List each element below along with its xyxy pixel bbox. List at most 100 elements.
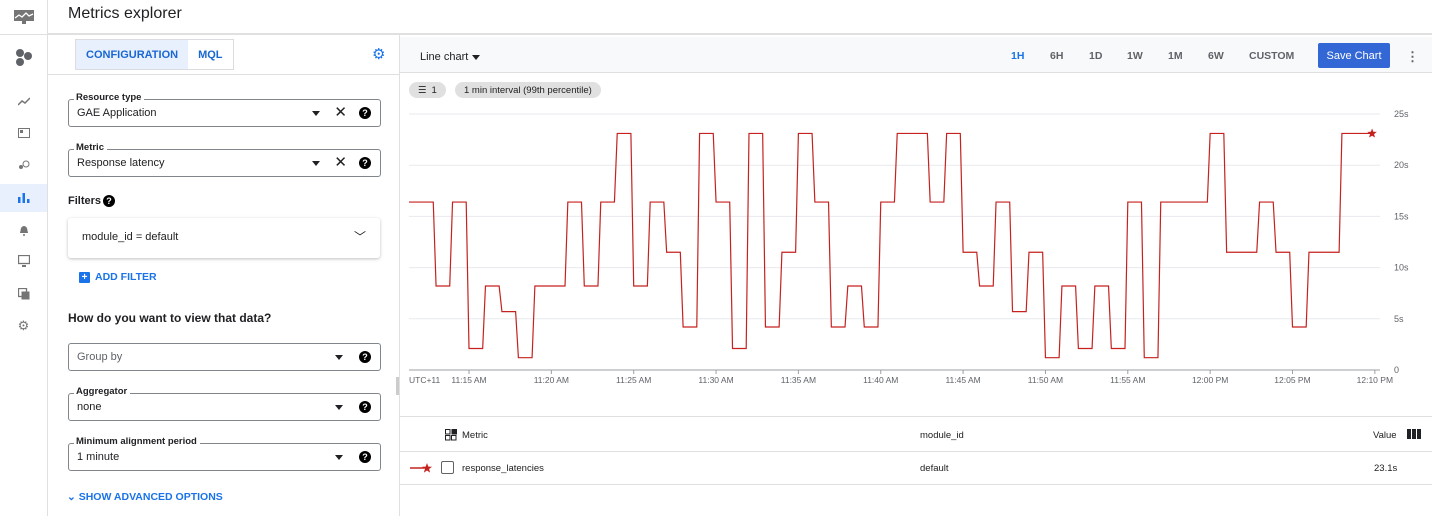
chart-type-value: Line chart	[420, 51, 469, 63]
latest-value-star-marker	[1367, 128, 1377, 138]
x-tick-label: 11:45 AM	[945, 375, 980, 385]
alignment-period-select[interactable]: Minimum alignment period 1 minute ?	[68, 436, 381, 471]
alerting-icon[interactable]	[0, 216, 47, 244]
help-icon[interactable]: ?	[359, 107, 371, 119]
services-icon[interactable]	[0, 151, 47, 179]
chevron-down-icon: ⌄	[67, 491, 79, 503]
help-icon[interactable]: ?	[359, 401, 371, 413]
alignment-period-value: 1 minute	[77, 451, 120, 463]
dropdown-arrow-icon[interactable]	[312, 161, 320, 166]
uptime-checks-icon[interactable]	[0, 247, 47, 275]
header: Metrics explorer	[48, 0, 1432, 35]
y-tick-label: 5s	[1394, 314, 1404, 324]
column-select-icon[interactable]	[445, 429, 457, 441]
group-by-placeholder: Group by	[77, 351, 123, 363]
range-1d[interactable]: 1D	[1089, 50, 1103, 62]
dropdown-arrow-icon	[472, 54, 481, 60]
gear-icon[interactable]: ⚙	[372, 46, 386, 63]
overview-icon[interactable]	[0, 88, 47, 116]
chart-type-select[interactable]: Line chart	[420, 51, 481, 63]
metric-label: Metric	[74, 142, 107, 153]
clear-icon[interactable]: ✕	[334, 154, 347, 171]
add-filter-label: ADD FILTER	[95, 271, 157, 283]
columns-icon[interactable]	[1407, 429, 1421, 439]
filter-count-chip[interactable]: ☰ 1	[409, 82, 446, 98]
resource-type-select[interactable]: Resource type GAE Application ✕ ?	[68, 92, 381, 127]
x-tick-label: 12:10 PM	[1357, 375, 1393, 385]
add-filter-button[interactable]: + ADD FILTER	[79, 271, 157, 283]
range-6h[interactable]: 6H	[1050, 50, 1064, 62]
dropdown-arrow-icon[interactable]	[335, 455, 343, 460]
plus-icon: +	[79, 271, 90, 283]
interval-chip[interactable]: 1 min interval (99th percentile)	[455, 82, 601, 98]
chart-panel: Line chart 1H 6H 1D 1W 1M 6W CUSTOM Save…	[400, 35, 1432, 516]
aggregator-label: Aggregator	[74, 386, 131, 397]
metric-select[interactable]: Metric Response latency ✕ ?	[68, 142, 381, 177]
settings-icon[interactable]: ⚙	[17, 318, 30, 333]
row-checkbox[interactable]	[441, 461, 454, 474]
mode-tabs: CONFIGURATION MQL	[75, 39, 234, 70]
resource-type-value: GAE Application	[77, 107, 157, 119]
x-tick-label: 11:30 AM	[698, 375, 733, 385]
more-vert-icon[interactable]: ⋮	[1406, 49, 1419, 64]
y-tick-label: 15s	[1394, 211, 1409, 221]
x-tick-label: 11:25 AM	[616, 375, 651, 385]
aggregator-select[interactable]: Aggregator none ?	[68, 386, 381, 421]
module-id-cell: default	[920, 463, 949, 474]
series-line-response-latencies	[409, 132, 1373, 359]
range-1h[interactable]: 1H	[1011, 50, 1025, 62]
nav-rail: ⚙	[0, 0, 48, 516]
help-icon[interactable]: ?	[359, 157, 371, 169]
tab-mql[interactable]: MQL	[198, 48, 223, 61]
chevron-down-icon[interactable]: ﹀	[353, 230, 366, 244]
show-advanced-options-button[interactable]: ⌄ SHOW ADVANCED OPTIONS	[67, 491, 223, 503]
timezone-label: UTC+11	[409, 375, 441, 385]
dashboards-icon[interactable]	[0, 119, 47, 147]
y-tick-label: 25s	[1394, 109, 1409, 119]
range-1w[interactable]: 1W	[1127, 50, 1143, 62]
monitoring-logo-icon[interactable]	[0, 0, 47, 35]
divider	[48, 74, 399, 75]
range-6w[interactable]: 6W	[1208, 50, 1224, 62]
project-icon[interactable]	[0, 43, 47, 71]
range-custom[interactable]: CUSTOM	[1249, 50, 1295, 62]
series-line-star-icon	[410, 463, 432, 473]
x-tick-label: 12:05 PM	[1274, 375, 1310, 385]
help-icon[interactable]: ?	[359, 451, 371, 463]
table-row[interactable]: response_latencies default 23.1s	[400, 452, 1432, 485]
group-by-select[interactable]: Group by ?	[68, 343, 381, 371]
x-tick-label: 11:40 AM	[863, 375, 898, 385]
dropdown-arrow-icon[interactable]	[335, 405, 343, 410]
groups-icon[interactable]	[0, 280, 47, 308]
tab-configuration[interactable]: CONFIGURATION	[76, 40, 189, 69]
value-column-header[interactable]: Value	[1373, 430, 1397, 441]
x-tick-label: 11:35 AM	[781, 375, 816, 385]
help-icon[interactable]: ?	[103, 195, 115, 207]
module-id-column-header[interactable]: module_id	[920, 430, 964, 441]
dropdown-arrow-icon[interactable]	[335, 355, 343, 360]
metrics-explorer-icon[interactable]	[0, 184, 47, 212]
dropdown-arrow-icon[interactable]	[312, 111, 320, 116]
metric-column-header[interactable]: Metric	[462, 430, 488, 441]
help-icon[interactable]: ?	[359, 351, 371, 363]
resource-type-label: Resource type	[74, 92, 145, 103]
chart-toolbar: Line chart 1H 6H 1D 1W 1M 6W CUSTOM Save…	[400, 37, 1432, 73]
panel-resize-handle[interactable]	[396, 377, 399, 395]
filters-label: Filters	[68, 195, 101, 207]
filter-card[interactable]: module_id = default ﹀	[68, 218, 380, 258]
y-tick-label: 20s	[1394, 160, 1409, 170]
range-1m[interactable]: 1M	[1168, 50, 1183, 62]
aggregator-value: none	[77, 401, 102, 413]
filter-list-icon: ☰	[418, 84, 427, 96]
filter-expression: module_id = default	[82, 231, 179, 243]
line-chart: 0 5s 10s 15s 20s 25s UTC+11 11:15 AM 11:20 AM 11:…	[409, 109, 1409, 385]
filters-label-text: Filters	[68, 195, 102, 207]
configuration-panel: CONFIGURATION MQL ⚙ Resource type GAE Ap…	[48, 35, 400, 516]
x-tick-label: 12:00 PM	[1192, 375, 1228, 385]
table-header: Metric module_id Value	[400, 416, 1432, 452]
x-tick-label: 11:50 AM	[1028, 375, 1063, 385]
save-chart-button[interactable]: Save Chart	[1318, 43, 1390, 68]
y-tick-label: 0	[1394, 365, 1399, 375]
clear-icon[interactable]: ✕	[334, 104, 347, 121]
view-question-heading: How do you want to view that data?	[68, 311, 272, 325]
